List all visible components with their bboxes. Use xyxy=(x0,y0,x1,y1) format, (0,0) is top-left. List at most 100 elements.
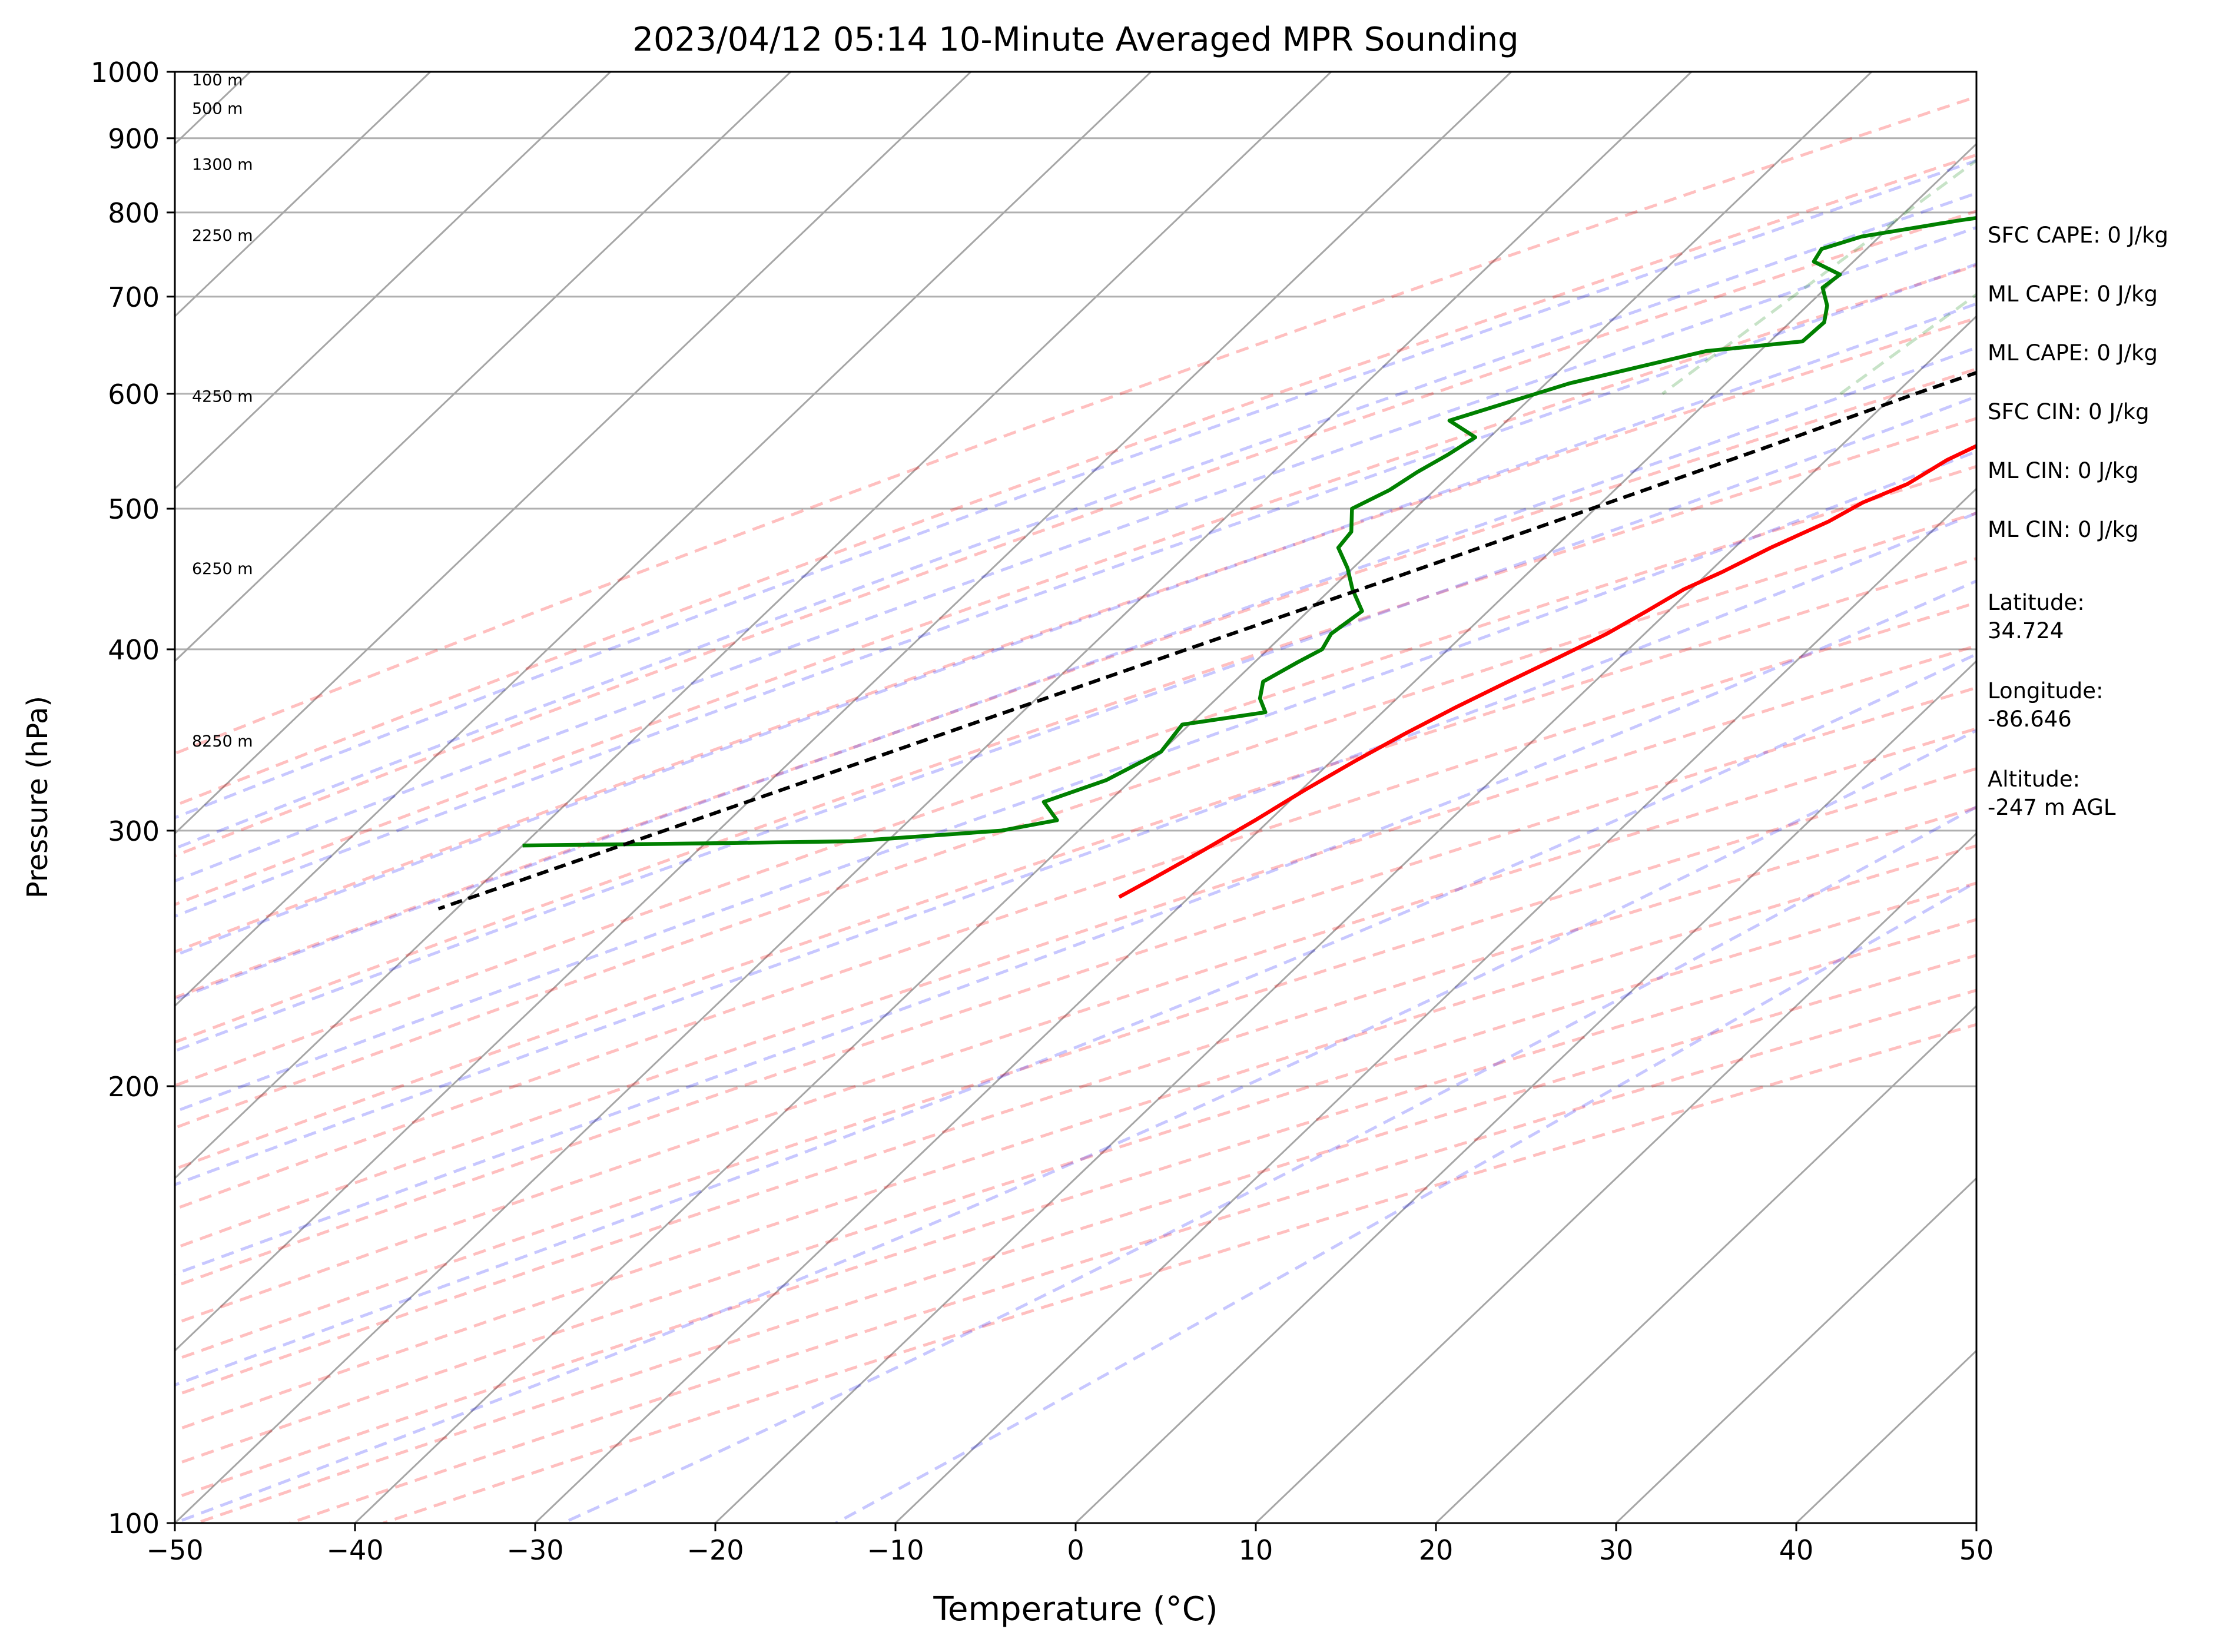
moist-adiabat-line xyxy=(175,652,1976,1387)
info-text: ML CAPE: 0 J/kg xyxy=(1988,340,2158,366)
x-tick-label: −20 xyxy=(686,1534,744,1566)
isotherm-line xyxy=(175,72,971,835)
info-text: Altitude: xyxy=(1988,767,2080,792)
y-tick-label: 900 xyxy=(108,123,160,155)
mixing-ratio-line xyxy=(1661,158,1976,395)
x-tick-label: 20 xyxy=(1419,1534,1454,1566)
info-text: Longitude: xyxy=(1988,678,2104,704)
mixing-ratio-line xyxy=(1839,293,1976,395)
y-tick-label: 700 xyxy=(108,281,160,313)
dry-adiabat-line xyxy=(175,727,1976,1325)
isotherm-line xyxy=(354,72,1872,1523)
dry-adiabat-line xyxy=(175,806,1976,1398)
y-tick-label: 1000 xyxy=(91,57,160,88)
dry-adiabat-line xyxy=(175,644,1976,1250)
info-text: SFC CAPE: 0 J/kg xyxy=(1988,223,2168,248)
moist-adiabat-line xyxy=(175,262,1976,918)
x-tick-label: −50 xyxy=(146,1534,203,1566)
height-label: 2250 m xyxy=(192,227,253,245)
info-text: -86.646 xyxy=(1988,706,2072,732)
isotherm-line xyxy=(175,72,1152,1007)
x-tick-label: 50 xyxy=(1959,1534,1994,1566)
info-text: -247 m AGL xyxy=(1988,795,2116,820)
x-tick-label: −30 xyxy=(506,1534,563,1566)
info-text: ML CIN: 0 J/kg xyxy=(1988,517,2139,542)
dry-adiabat-line xyxy=(175,918,1976,1500)
x-tick-label: 0 xyxy=(1067,1534,1084,1566)
x-tick-label: 10 xyxy=(1239,1534,1273,1566)
isotherm-line xyxy=(1615,1177,1976,1523)
isotherm-line xyxy=(1255,832,1976,1523)
y-tick-label: 500 xyxy=(108,493,160,525)
dry-adiabat-line xyxy=(175,511,1976,1130)
moist-adiabat-line xyxy=(175,225,1976,883)
moist-adiabat-line xyxy=(175,346,1976,1001)
height-labels: 100 m 500 m 1300 m 2250 m 4250 m 6250 m 8250 m xyxy=(192,71,253,751)
moist-adiabat-line xyxy=(175,159,1976,820)
plot-frame xyxy=(174,71,1978,1524)
x-axis-label: Temperature (°C) xyxy=(933,1590,1218,1628)
isotherm-line xyxy=(1074,659,1976,1523)
background-lines xyxy=(175,72,2229,1523)
dry-adiabat-line xyxy=(175,557,1976,1171)
x-tick-label: 30 xyxy=(1599,1534,1634,1566)
y-tick-label: 300 xyxy=(108,815,160,847)
mixing-ratio-line xyxy=(2196,72,2229,394)
moist-adiabat-line xyxy=(175,191,1976,850)
x-tick-label: −40 xyxy=(326,1534,383,1566)
moist-adiabat-line xyxy=(175,579,1976,1276)
moist-adiabat-line xyxy=(175,302,1976,957)
info-text: 34.724 xyxy=(1988,618,2064,643)
dry-adiabat-line xyxy=(196,954,1976,1523)
dry-adiabat-line xyxy=(175,844,1976,1432)
isotherm-line xyxy=(894,487,1976,1523)
dry-adiabat-line xyxy=(175,95,1976,755)
height-label: 4250 m xyxy=(192,387,253,406)
temperature-trace xyxy=(1118,443,1976,899)
info-panel: SFC CAPE: 0 J/kg ML CAPE: 0 J/kg ML CAPE: … xyxy=(1988,223,2168,820)
parcel-trace xyxy=(437,370,1976,911)
info-text: SFC CIN: 0 J/kg xyxy=(1988,399,2150,424)
dewpoint-trace xyxy=(522,215,1976,848)
height-label: 8250 m xyxy=(192,732,253,751)
y-axis-ticks: 1000 900 800 700 600 500 400 300 200 100 xyxy=(91,57,175,1540)
height-label: 6250 m xyxy=(192,560,253,578)
dry-adiabat-line xyxy=(175,209,1976,858)
info-text: ML CAPE: 0 J/kg xyxy=(1988,281,2158,307)
isotherm-line xyxy=(714,315,1976,1523)
x-tick-label: 40 xyxy=(1779,1534,1814,1566)
dry-adiabat-line xyxy=(175,601,1976,1211)
y-tick-label: 800 xyxy=(108,197,160,229)
dry-adiabat-line xyxy=(175,686,1976,1288)
dry-adiabat-line xyxy=(175,316,1976,954)
height-label: 500 m xyxy=(192,100,243,118)
sounding-traces xyxy=(437,215,1976,911)
isotherm-line xyxy=(175,72,431,318)
moist-adiabat-line xyxy=(175,394,1976,1053)
dry-adiabat-line xyxy=(175,881,1976,1467)
info-text: ML CIN: 0 J/kg xyxy=(1988,458,2139,483)
y-tick-label: 100 xyxy=(108,1508,160,1540)
isotherm-line xyxy=(1435,1004,1976,1523)
y-tick-label: 200 xyxy=(108,1071,160,1103)
dry-adiabat-line xyxy=(175,767,1976,1362)
height-label: 1300 m xyxy=(192,155,253,174)
dry-adiabat-line xyxy=(383,1023,1976,1523)
height-label: 100 m xyxy=(192,71,243,89)
dry-adiabat-line xyxy=(175,264,1976,907)
isotherm-line xyxy=(175,72,791,662)
moist-adiabat-line xyxy=(175,511,1976,1186)
isotherm-line xyxy=(2157,72,2229,1523)
y-axis-label: Pressure (hPa) xyxy=(21,696,54,898)
info-text: Latitude: xyxy=(1988,590,2085,615)
isotherm-line xyxy=(175,72,1332,1180)
y-tick-label: 600 xyxy=(108,379,160,410)
dry-adiabat-line xyxy=(175,465,1976,1087)
chart-title: 2023/04/12 05:14 10-Minute Averaged MPR … xyxy=(632,21,1518,59)
isotherm-line xyxy=(175,72,1512,1352)
isotherm-line xyxy=(175,72,611,490)
dry-adiabat-line xyxy=(175,367,1976,1000)
x-axis-ticks: −50 −40 −30 −20 −10 0 10 20 30 40 50 xyxy=(146,1523,1994,1566)
isotherm-line xyxy=(175,72,1692,1523)
dry-adiabat-line xyxy=(175,417,1976,1044)
